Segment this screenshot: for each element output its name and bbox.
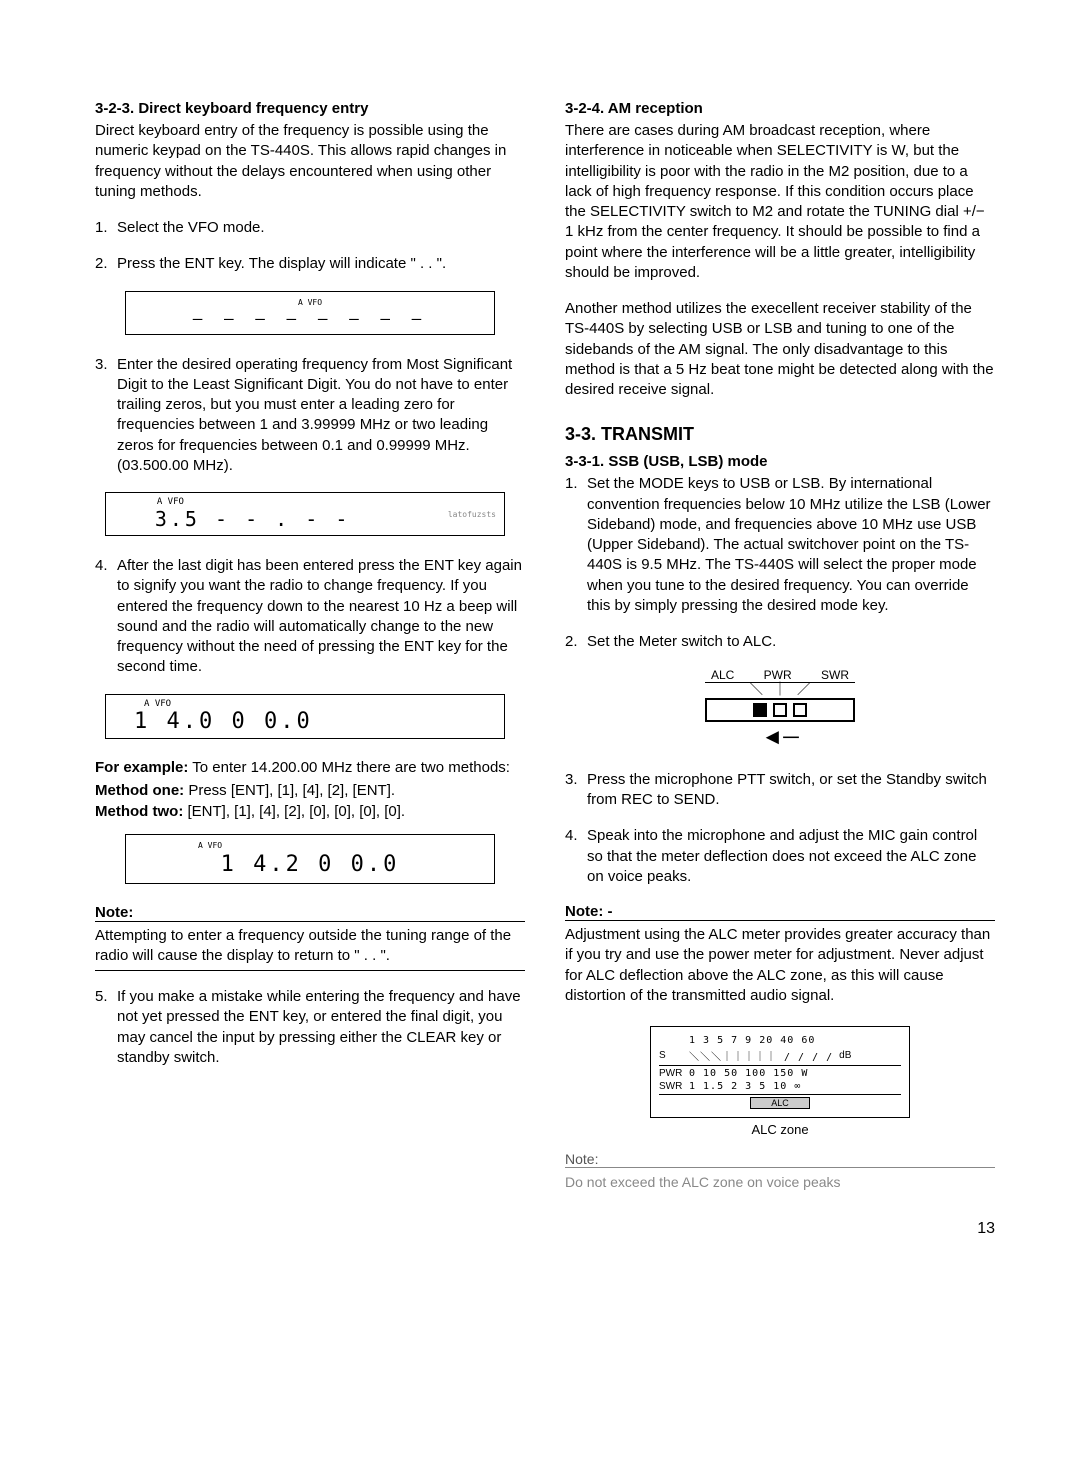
note-2-heading: Note: -: [565, 903, 995, 921]
step-number: 2.: [565, 632, 587, 652]
s-label: S: [659, 1050, 683, 1061]
lcd-value: 3.5 - - . - -: [155, 507, 440, 531]
step-text: Speak into the microphone and adjust the…: [587, 826, 995, 887]
vfo-label: A VFO: [144, 699, 496, 709]
db-label: dB: [839, 1050, 851, 1061]
lcd-value: 1 4.0 0 0.0: [134, 709, 496, 734]
lcd-display-4: A VFO 1 4.2 0 0.0: [125, 834, 495, 884]
left-step-5: 5. If you make a mistake while entering …: [95, 987, 525, 1068]
step-text: Enter the desired operating frequency fr…: [117, 355, 525, 477]
section-3-2-3-intro: Direct keyboard entry of the frequency i…: [95, 121, 525, 202]
alc-bar-label: ALC: [750, 1097, 810, 1109]
method-text: [ENT], [1], [4], [2], [0], [0], [0], [0]…: [187, 803, 405, 820]
step-text: Select the VFO mode.: [117, 218, 525, 238]
lcd-display-2: A VFO 3.5 - - . - - latofuzsts: [105, 492, 505, 536]
page-columns: 3-2-3. Direct keyboard frequency entry D…: [95, 100, 995, 1190]
method-label: Method one:: [95, 782, 184, 799]
step-number: 1.: [95, 218, 117, 238]
step-number: 1.: [565, 474, 587, 616]
alc-s-row: S ＼＼＼｜｜｜｜｜ / / / / dB: [659, 1048, 901, 1063]
page-number: 13: [95, 1220, 995, 1238]
note-3-heading: Note:: [565, 1151, 995, 1168]
section-3-2-4-heading: 3-2-4. AM reception: [565, 100, 995, 117]
section-3-3-1-heading: 3-3-1. SSB (USB, LSB) mode: [565, 453, 995, 470]
step-number: 5.: [95, 987, 117, 1068]
method-one: Method one: Press [ENT], [1], [4], [2], …: [95, 780, 525, 801]
left-step-2: 2. Press the ENT key. The display will i…: [95, 254, 525, 274]
example-block: For example: To enter 14.200.00 MHz ther…: [95, 759, 525, 776]
switch-slot: [793, 703, 807, 717]
vfo-label: A VFO: [157, 497, 440, 507]
lcd-value: 1 4.2 0 0.0: [138, 852, 482, 877]
right-step-1: 1. Set the MODE keys to USB or LSB. By i…: [565, 474, 995, 616]
arrow-left-icon: ◄─: [705, 724, 855, 750]
display-side-left: [114, 510, 119, 519]
right-step-4: 4. Speak into the microphone and adjust …: [565, 826, 995, 887]
pwr-numbers: 0 10 50 100 150 W: [689, 1068, 808, 1079]
step-text: Press the microphone PTT switch, or set …: [587, 770, 995, 811]
pwr-label: PWR: [659, 1068, 683, 1079]
note-1-text: Attempting to enter a frequency outside …: [95, 926, 525, 972]
alc-swr-row: SWR 1 1.5 2 3 5 10 ∞: [659, 1081, 901, 1092]
right-step-2: 2. Set the Meter switch to ALC.: [565, 632, 995, 652]
vfo-label: A VFO: [138, 298, 482, 307]
alc-bar: ALC: [659, 1097, 901, 1109]
method-text: Press [ENT], [1], [4], [2], [ENT].: [188, 782, 395, 799]
alc-top-numbers: 1 3 5 7 9 20 40 60: [689, 1035, 815, 1046]
example-label: For example:: [95, 759, 188, 776]
swr-numbers: 1 1.5 2 3 5 10 ∞: [689, 1081, 801, 1092]
left-step-4: 4. After the last digit has been entered…: [95, 556, 525, 678]
switch-slot: [773, 703, 787, 717]
right-step-3: 3. Press the microphone PTT switch, or s…: [565, 770, 995, 811]
step-text: Set the MODE keys to USB or LSB. By inte…: [587, 474, 995, 616]
lcd-display-1: A VFO — — — — — — — —: [125, 291, 495, 335]
step-number: 3.: [95, 355, 117, 477]
alc-caption: ALC zone: [650, 1122, 910, 1137]
step-number: 4.: [95, 556, 117, 678]
note-1-heading: Note:: [95, 904, 525, 922]
step-number: 3.: [565, 770, 587, 811]
swr-label: SWR: [821, 668, 849, 682]
section-3-2-4-p1: There are cases during AM broadcast rece…: [565, 121, 995, 283]
alc-meter-box: 1 3 5 7 9 20 40 60 S ＼＼＼｜｜｜｜｜ / / / / dB…: [650, 1026, 910, 1118]
note-3-text: Do not exceed the ALC zone on voice peak…: [565, 1174, 995, 1190]
display-side-right: latofuzsts: [448, 510, 496, 519]
step-number: 4.: [565, 826, 587, 887]
right-column: 3-2-4. AM reception There are cases duri…: [565, 100, 995, 1190]
left-column: 3-2-3. Direct keyboard frequency entry D…: [95, 100, 525, 1190]
step-number: 2.: [95, 254, 117, 274]
method-two: Method two: [ENT], [1], [4], [2], [0], […: [95, 801, 525, 822]
lcd-content: — — — — — — — —: [138, 309, 482, 328]
alc-meter-diagram: 1 3 5 7 9 20 40 60 S ＼＼＼｜｜｜｜｜ / / / / dB…: [650, 1026, 910, 1137]
switch-position-icon: [753, 703, 767, 717]
section-3-2-4-p2: Another method utilizes the execellent r…: [565, 299, 995, 400]
section-3-2-3-heading: 3-2-3. Direct keyboard frequency entry: [95, 100, 525, 117]
meter-switch-box: [705, 698, 855, 722]
alc-top-row: 1 3 5 7 9 20 40 60: [659, 1035, 901, 1046]
section-3-3-heading: 3-3. TRANSMIT: [565, 424, 995, 445]
lcd-display-3: A VFO 1 4.0 0 0.0: [105, 694, 505, 739]
alc-label: ALC: [711, 668, 734, 682]
alc-pwr-row: PWR 0 10 50 100 150 W: [659, 1068, 901, 1079]
left-step-3: 3. Enter the desired operating frequency…: [95, 355, 525, 477]
step-text: If you make a mistake while entering the…: [117, 987, 525, 1068]
meter-lines: ＼｜／: [705, 683, 855, 696]
pwr-label: PWR: [764, 668, 792, 682]
left-step-1: 1. Select the VFO mode.: [95, 218, 525, 238]
s-ticks: ＼＼＼｜｜｜｜｜ / / / /: [689, 1048, 833, 1063]
step-text: Set the Meter switch to ALC.: [587, 632, 995, 652]
vfo-label: A VFO: [198, 841, 482, 850]
meter-switch-diagram: ALC PWR SWR ＼｜／ ◄─: [705, 668, 855, 750]
method-label: Method two:: [95, 803, 183, 820]
step-text: After the last digit has been entered pr…: [117, 556, 525, 678]
step-text: Press the ENT key. The display will indi…: [117, 254, 525, 274]
example-text: To enter 14.200.00 MHz there are two met…: [192, 759, 510, 776]
note-2-text: Adjustment using the ALC meter provides …: [565, 925, 995, 1010]
swr-label: SWR: [659, 1081, 683, 1092]
